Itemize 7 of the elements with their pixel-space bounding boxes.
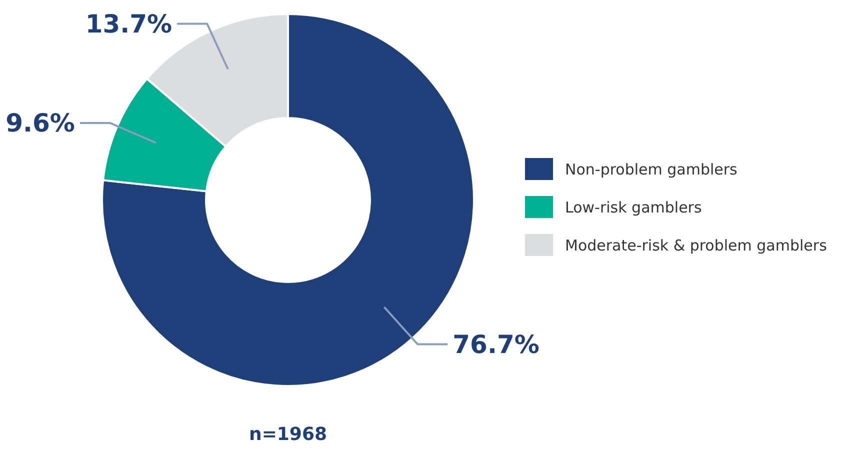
- legend-label: Non-problem gamblers: [565, 160, 738, 178]
- data-label: 13.7%: [85, 9, 172, 38]
- data-label: 76.7%: [452, 330, 540, 360]
- text: n=1968: [249, 424, 327, 445]
- legend-label: Moderate-risk & problem gamblers: [565, 236, 828, 254]
- data-label: 9.6%: [6, 108, 75, 138]
- legend-label: Low-risk gamblers: [565, 198, 702, 216]
